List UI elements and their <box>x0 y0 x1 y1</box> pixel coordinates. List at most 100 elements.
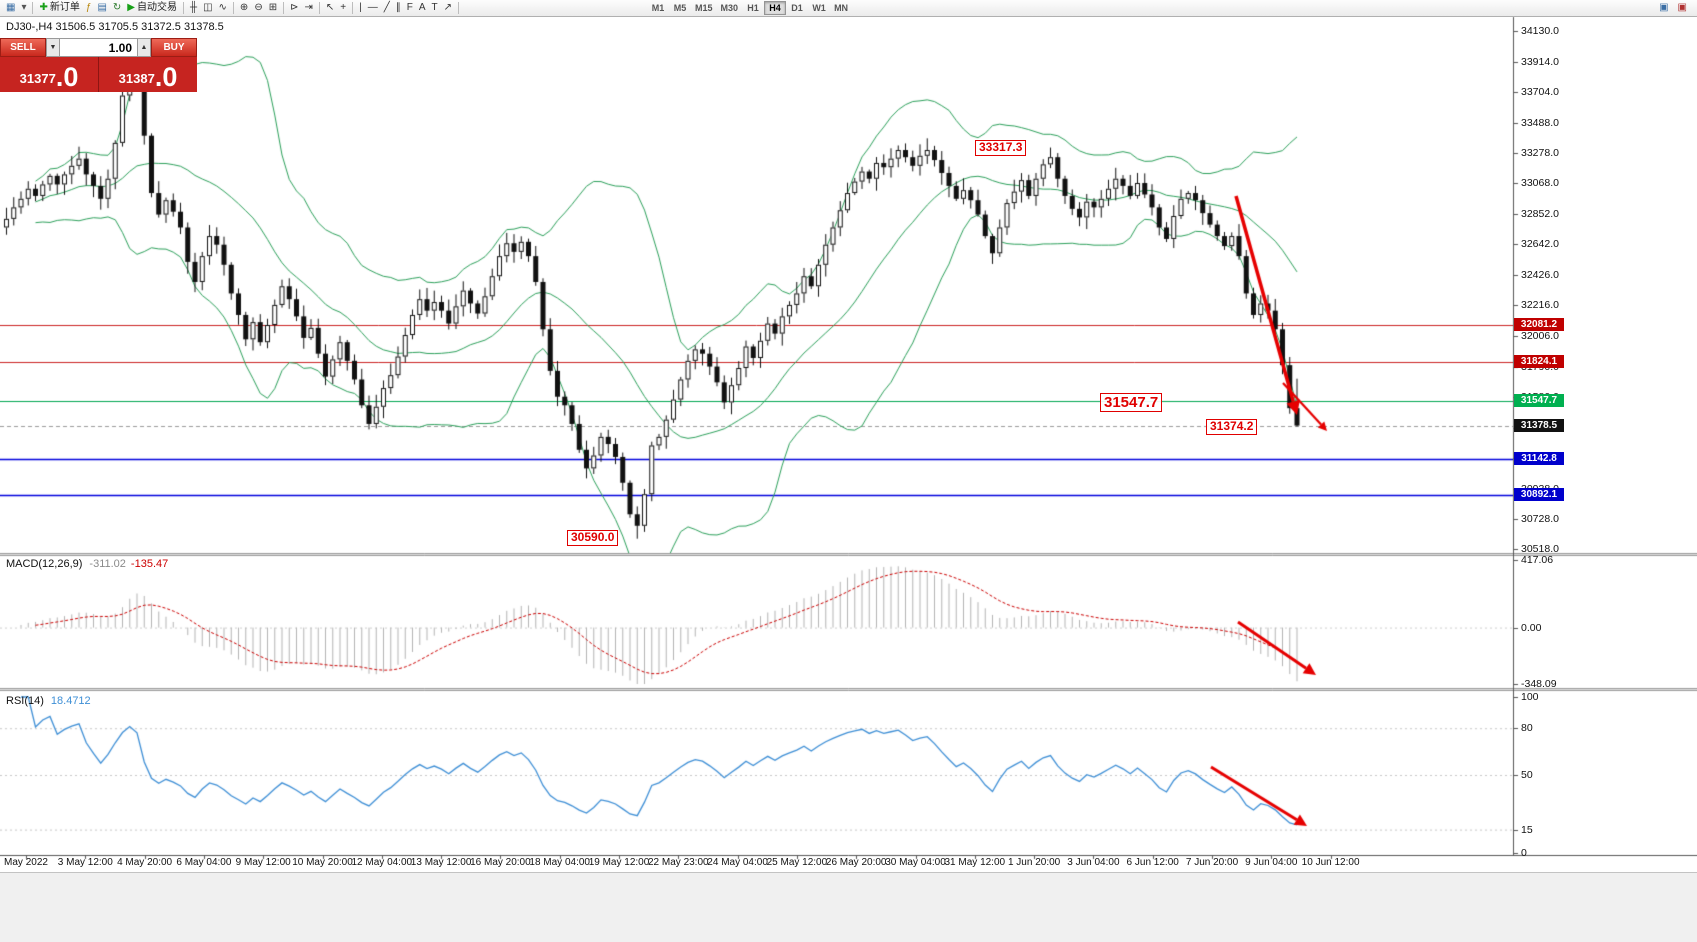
volume-input[interactable] <box>60 38 137 57</box>
time-axis-label: 6 Jun 12:00 <box>1126 857 1179 868</box>
timeframe-h4-button[interactable]: H4 <box>764 1 787 15</box>
refresh-button[interactable]: ↻ <box>110 1 124 16</box>
time-axis-label: 30 May 04:00 <box>885 857 946 868</box>
rsi-axis-label: 50 <box>1521 769 1533 781</box>
crosshair-button[interactable]: + <box>337 1 349 16</box>
price-axis-label: 34130.0 <box>1521 25 1559 37</box>
vertical-line-button[interactable]: | <box>356 1 365 16</box>
chart-profile-icon[interactable]: ▣ <box>1675 1 1690 16</box>
arrows-tool-icon: ↗ <box>443 2 453 13</box>
chart-windows-icon: ▤ <box>97 2 107 13</box>
price-axis-label: 32852.0 <box>1521 208 1559 221</box>
buy-price[interactable]: 31387 .0 <box>98 57 197 92</box>
chart-shift-button[interactable]: ⇥ <box>301 1 315 16</box>
timeframe-m5-button[interactable]: M5 <box>669 1 691 15</box>
swing-high-label[interactable]: 33317.3 <box>975 140 1027 156</box>
volume-decrease-button[interactable]: ▼ <box>46 38 60 57</box>
candlestick-chart-button[interactable]: ◫ <box>200 1 215 16</box>
time-axis-label: 13 May 12:00 <box>410 857 472 868</box>
chart-shift-icon: ⇥ <box>304 2 313 13</box>
time-axis-label: May 2022 <box>4 857 48 868</box>
toolbar-separator <box>458 2 460 14</box>
time-axis-label: 26 May 20:00 <box>825 857 887 868</box>
text-icon: A <box>418 2 426 13</box>
time-axis-label: 25 May 12:00 <box>766 857 828 868</box>
main-toolbar: ▦ ▾ ✚ 新订单 ƒ ▤ ↻ ▶ 自动交易 ╫ ◫ ∿ ⊕ ⊖ ⊞ ⊳ ⇥ ↖ + | — ╱ ∥ F A T ↗ M1 M5 M15 M… <box>0 0 1697 17</box>
time-axis-label: 3 Jun 04:00 <box>1067 857 1120 868</box>
autoscroll-button[interactable]: ⊳ <box>287 1 301 16</box>
timeframe-mn-button[interactable]: MN <box>830 1 852 15</box>
buy-button[interactable]: BUY <box>151 38 197 57</box>
bar-chart-icon: ╫ <box>189 2 198 13</box>
fibonacci-icon: F <box>406 2 413 13</box>
macd-indicator-label: MACD(12,26,9) -311.02 -135.47 <box>6 558 168 570</box>
line-chart-button[interactable]: ∿ <box>216 1 230 16</box>
timeframe-m15-button[interactable]: M15 <box>691 1 717 15</box>
price-line-badge[interactable]: 31378.5 <box>1514 418 1564 432</box>
one-click-trading-panel: SELL ▼ ▲ BUY 31377 .0 31387 .0 <box>0 38 197 92</box>
timeframe-d1-button[interactable]: D1 <box>786 1 808 15</box>
refresh-icon: ↻ <box>112 2 122 13</box>
trendline-button[interactable]: ╱ <box>381 1 393 16</box>
timeframe-w1-button[interactable]: W1 <box>808 1 830 15</box>
zoom-out-button[interactable]: ⊖ <box>251 1 265 16</box>
toolbar-separator <box>283 2 285 14</box>
price-axis-label: 30518.0 <box>1521 543 1559 555</box>
time-axis-label: 7 Jun 20:00 <box>1185 857 1239 868</box>
price-line-badge[interactable]: 31824.1 <box>1514 354 1564 368</box>
text-button[interactable]: A <box>416 1 429 16</box>
window-restore-icon: ▣ <box>1659 2 1669 13</box>
chart-symbol-ohlc-header: DJ30-,H4 31506.5 31705.5 31372.5 31378.5 <box>6 21 224 33</box>
chart-dropdown-icon: ▾ <box>21 2 27 13</box>
new-chart-button[interactable]: ▦ <box>3 1 18 16</box>
bar-chart-button[interactable]: ╫ <box>187 1 200 16</box>
text-label-button[interactable]: T <box>429 1 441 16</box>
time-axis-label: 31 May 12:00 <box>944 857 1006 868</box>
price-axis-label: 32216.0 <box>1521 299 1559 312</box>
support-level-label[interactable]: 31547.7 <box>1100 393 1163 413</box>
channel-button[interactable]: ∥ <box>393 1 404 16</box>
chart-dropdown[interactable]: ▾ <box>18 1 29 16</box>
target-price-label[interactable]: 31374.2 <box>1206 419 1258 435</box>
time-axis-label: 18 May 04:00 <box>529 857 590 868</box>
autoscroll-icon: ⊳ <box>290 2 299 13</box>
fibonacci-button[interactable]: F <box>404 1 416 16</box>
time-axis-label: 9 Jun 04:00 <box>1245 857 1298 868</box>
zoom-in-button[interactable]: ⊕ <box>237 1 251 16</box>
text-label-icon: T <box>431 2 438 13</box>
timeframe-m1-button[interactable]: M1 <box>647 1 669 15</box>
arrows-tool-button[interactable]: ↗ <box>441 1 455 16</box>
autotrading-button[interactable]: ▶ 自动交易 <box>124 1 180 16</box>
window-restore-icon[interactable]: ▣ <box>1656 1 1671 16</box>
bottom-area <box>0 872 1697 942</box>
sell-price[interactable]: 31377 .0 <box>0 57 98 92</box>
channel-icon: ∥ <box>395 2 401 13</box>
new-order-button[interactable]: ✚ 新订单 <box>36 1 82 16</box>
time-axis-label: 12 May 04:00 <box>351 857 413 868</box>
price-line-badge[interactable]: 30892.1 <box>1514 488 1564 502</box>
buy-price-frac: .0 <box>154 62 178 93</box>
time-axis-label: 1 Jun 20:00 <box>1007 857 1061 868</box>
toolbar-separator <box>232 2 234 14</box>
volume-increase-button[interactable]: ▲ <box>137 38 151 57</box>
sell-button[interactable]: SELL <box>0 38 46 57</box>
rsi-axis-label: 0 <box>1521 847 1527 859</box>
timeframe-m30-button[interactable]: M30 <box>717 1 743 15</box>
time-axis-label: 22 May 23:00 <box>647 857 709 868</box>
swing-low-label[interactable]: 30590.0 <box>567 530 619 546</box>
price-line-badge[interactable]: 31547.7 <box>1514 394 1564 408</box>
horizontal-line-button[interactable]: — <box>365 1 381 16</box>
cursor-button[interactable]: ↖ <box>323 1 337 16</box>
price-axis-label: 33068.0 <box>1521 177 1559 190</box>
price-line-badge[interactable]: 32081.2 <box>1514 317 1564 331</box>
chart-windows-button[interactable]: ▤ <box>94 1 109 16</box>
rsi-indicator-label: RSI(14) 18.4712 <box>6 695 91 707</box>
tile-windows-button[interactable]: ⊞ <box>266 1 280 16</box>
timeframe-h1-button[interactable]: H1 <box>742 1 764 15</box>
zoom-out-icon: ⊖ <box>254 2 263 13</box>
price-line-badge[interactable]: 31142.8 <box>1514 452 1564 466</box>
price-axis-label: 33278.0 <box>1521 147 1559 160</box>
indicators-button[interactable]: ƒ <box>83 1 95 16</box>
